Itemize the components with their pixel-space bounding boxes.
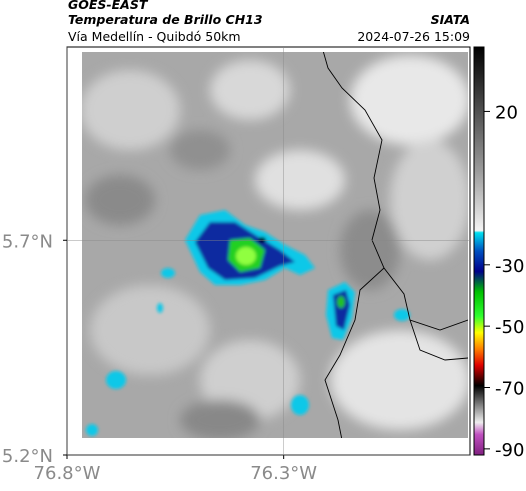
satellite: GOES-EAST <box>68 0 149 12</box>
satellite-image <box>82 52 468 438</box>
x-tick-label: 76.8°W <box>34 463 101 484</box>
title: Temperatura de Brillo CH13 <box>68 12 263 27</box>
source: SIATA <box>431 12 470 27</box>
x-tick-label: 76.3°W <box>250 463 317 484</box>
datetime: 2024-07-26 15:09 <box>357 29 470 44</box>
y-tick-label: 5.7°N <box>2 231 53 252</box>
colorbar-tick-label: 20 <box>495 102 518 123</box>
colorbar-tick-label: -30 <box>495 256 524 277</box>
colorbar-tick-label: -50 <box>495 317 524 338</box>
colorbar-tick-label: -90 <box>495 440 524 461</box>
y-tick-label: 5.2°N <box>2 446 53 467</box>
route: Vía Medellín - Quibdó 50km <box>68 29 241 44</box>
colorbar-tick-label: -70 <box>495 379 524 400</box>
colorbar <box>473 46 485 456</box>
